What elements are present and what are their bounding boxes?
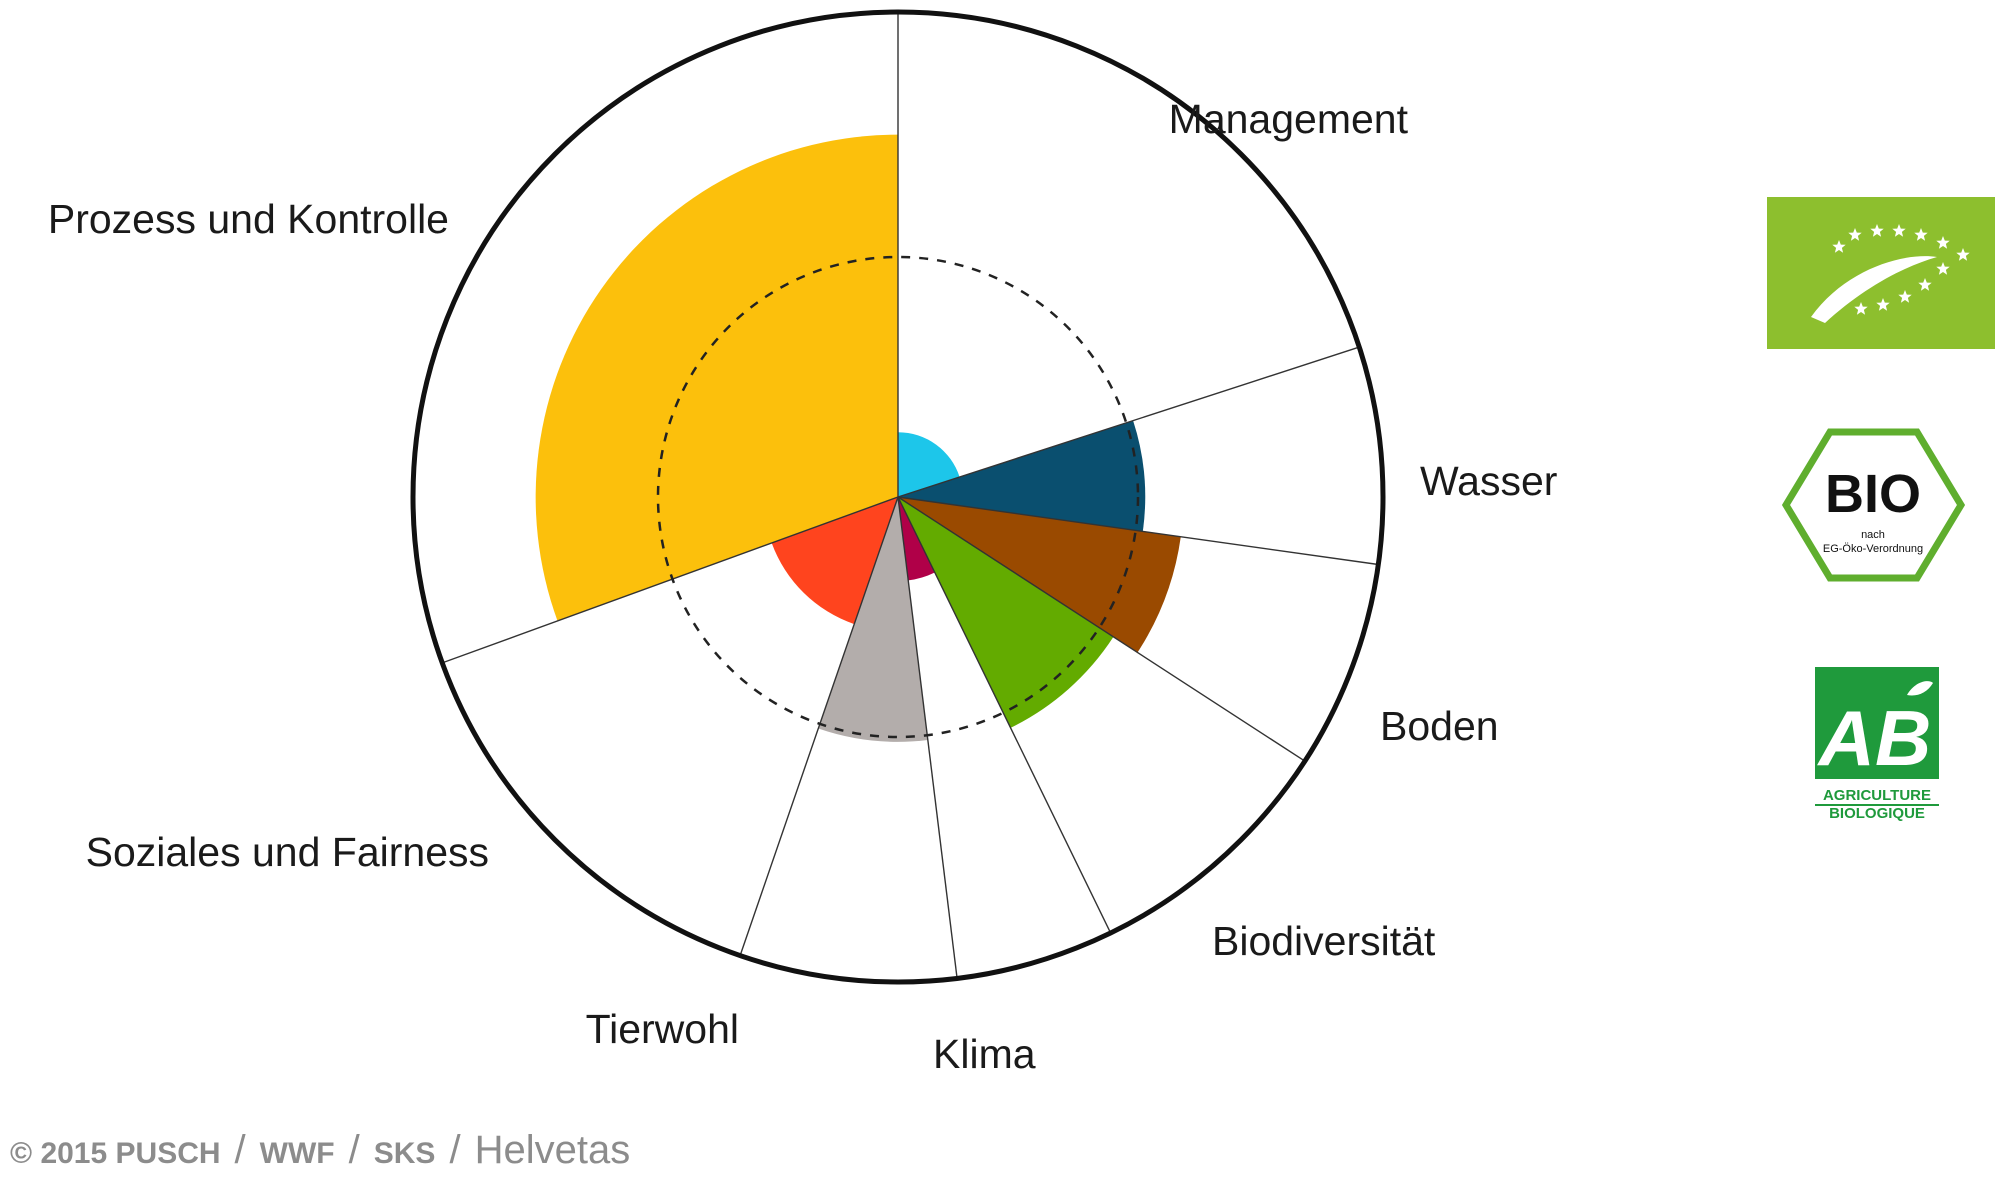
- star-icon: [1848, 228, 1862, 241]
- wedge-boden: [898, 497, 1181, 653]
- label-management: Management: [1169, 96, 1409, 142]
- eu-organic-logo: [1767, 197, 1995, 349]
- outer-circle: [410, 9, 1386, 985]
- ab-logo-text: AB: [1817, 694, 1932, 782]
- spoke-biodiversitat: [897, 496, 1306, 762]
- wedge-biodiversitat: [898, 497, 1114, 728]
- chart-spokes: [441, 12, 1379, 979]
- reference-dashed-circle: [656, 255, 1140, 739]
- chart-wedges: [535, 134, 1181, 742]
- footer-separator: /: [348, 1128, 360, 1172]
- wedge-wasser: [898, 420, 1146, 532]
- bio-logo-text: BIO: [1825, 464, 1921, 524]
- label-boden: Boden: [1380, 703, 1499, 749]
- wedge-klima: [898, 497, 935, 581]
- star-icon: [1898, 290, 1912, 303]
- footer-copyright: © 2015 PUSCH: [10, 1137, 221, 1170]
- star-icon: [1892, 224, 1906, 237]
- polar-area-chart: Management Wasser Boden Biodiversität Klima T…: [48, 9, 1558, 1077]
- star-icon: [1876, 298, 1890, 311]
- wedge-soziales-und-fairness: [771, 497, 898, 625]
- copyright-footer: © 2015 PUSCH / WWF / SKS / Helvetas: [10, 1128, 630, 1176]
- chart-category-labels: Management Wasser Boden Biodiversität Klima T…: [48, 96, 1558, 1077]
- footer-org-sks: SKS: [373, 1137, 436, 1170]
- label-tierwohl: Tierwohl: [586, 1006, 739, 1052]
- wedge-management: [898, 432, 960, 497]
- wedge-tierwohl: [818, 497, 928, 742]
- footer-separator: /: [234, 1128, 246, 1172]
- bio-siegel-logo: BIO nach EG-Öko-Verordnung: [1782, 428, 1965, 582]
- star-icon: [1918, 278, 1932, 291]
- spoke-soziales-und-fairness: [739, 496, 899, 956]
- star-icon: [1936, 262, 1950, 275]
- star-icon: [1956, 248, 1970, 261]
- label-klima: Klima: [933, 1031, 1036, 1077]
- star-icon: [1870, 224, 1884, 237]
- spoke-prozess-und-kontrolle: [441, 496, 899, 664]
- star-icon: [1854, 302, 1868, 315]
- ab-agriculture-biologique-logo: AB AGRICULTURE BIOLOGIQUE: [1815, 667, 1939, 822]
- bio-logo-subtext-1: nach: [1861, 529, 1885, 541]
- label-prozess-und-kontrolle: Prozess und Kontrolle: [48, 196, 449, 242]
- label-biodiversitat: Biodiversität: [1212, 918, 1436, 964]
- star-icon: [1936, 236, 1950, 249]
- label-soziales-und-fairness: Soziales und Fairness: [86, 829, 489, 875]
- star-icon: [1914, 228, 1928, 241]
- footer-org-helvetas: Helvetas: [474, 1128, 631, 1172]
- star-icon: [1832, 240, 1846, 253]
- footer-org-wwf: WWF: [259, 1137, 335, 1170]
- bio-logo-subtext-2: EG-Öko-Verordnung: [1823, 543, 1923, 555]
- wedge-prozess-und-kontrolle: [535, 134, 898, 621]
- footer-separator: /: [449, 1128, 461, 1172]
- spoke-tierwohl: [897, 496, 958, 979]
- ab-logo-subtext-2: BIOLOGIQUE: [1829, 805, 1925, 822]
- spoke-boden: [897, 496, 1379, 566]
- spoke-klima: [897, 496, 1112, 934]
- ab-logo-subtext-1: AGRICULTURE: [1823, 787, 1931, 804]
- spoke-wasser: [897, 346, 1360, 498]
- label-wasser: Wasser: [1420, 458, 1557, 504]
